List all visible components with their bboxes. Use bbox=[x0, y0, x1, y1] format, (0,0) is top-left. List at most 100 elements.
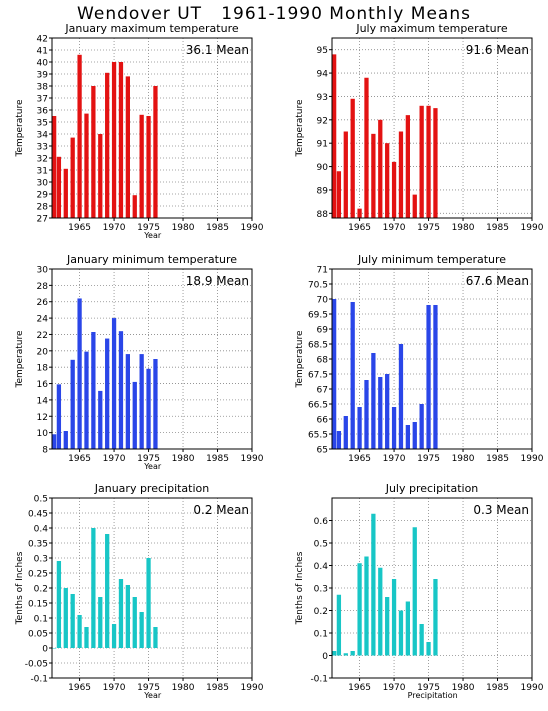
bar bbox=[63, 588, 68, 648]
y-tick-label: 18 bbox=[37, 364, 49, 374]
y-axis-label: Temperature bbox=[15, 99, 25, 157]
y-tick-label: 0 bbox=[322, 652, 328, 662]
x-tick-label: 1990 bbox=[521, 683, 544, 693]
chart-title: July minimum temperature bbox=[357, 253, 506, 266]
bar bbox=[405, 115, 410, 218]
bar bbox=[364, 77, 369, 218]
bar bbox=[336, 171, 342, 218]
y-tick-label: 65 bbox=[317, 446, 328, 456]
y-tick-label: 66 bbox=[317, 416, 329, 426]
y-tick-label: 12 bbox=[37, 413, 48, 423]
bar bbox=[357, 563, 362, 656]
bar bbox=[412, 194, 417, 218]
y-tick-label: 0.25 bbox=[28, 570, 48, 580]
y-tick-label: 33 bbox=[37, 143, 48, 153]
bar bbox=[364, 556, 369, 656]
page-title: Wendover UT 1961-1990 Monthly Means bbox=[77, 4, 471, 24]
y-tick-label: -0.1 bbox=[30, 675, 48, 685]
mean-annotation: 36.1 Mean bbox=[186, 43, 249, 57]
y-tick-label: 91 bbox=[317, 140, 328, 150]
bar bbox=[125, 76, 130, 219]
y-tick-label: 31 bbox=[37, 167, 48, 177]
x-tick-label: 1970 bbox=[103, 223, 126, 233]
bar bbox=[371, 353, 376, 449]
bar bbox=[132, 597, 137, 648]
y-tick-label: 66.5 bbox=[308, 401, 328, 411]
chart-panel: January minimum temperature 8 10 12 14 16 18 20… bbox=[15, 253, 264, 471]
x-tick-label: 1990 bbox=[521, 454, 544, 464]
bar bbox=[111, 318, 117, 449]
y-tick-label: 26 bbox=[37, 298, 49, 308]
y-tick-label: 27 bbox=[37, 215, 48, 225]
bar bbox=[378, 119, 383, 218]
bar bbox=[405, 425, 410, 449]
bar bbox=[146, 558, 151, 648]
bar bbox=[146, 368, 151, 449]
y-tick-label: 67.5 bbox=[308, 371, 328, 381]
bar bbox=[426, 105, 431, 218]
y-axis-label: Temperature bbox=[295, 99, 305, 157]
bar bbox=[371, 133, 376, 218]
y-tick-label: 71 bbox=[317, 266, 328, 276]
y-tick-label: 0.3 bbox=[34, 555, 48, 565]
y-tick-label: 0.4 bbox=[34, 525, 49, 535]
y-tick-label: 0.1 bbox=[34, 615, 48, 625]
bar bbox=[391, 579, 397, 656]
x-tick-label: 1990 bbox=[241, 223, 264, 233]
y-tick-label: 37 bbox=[37, 95, 48, 105]
chart-title: July maximum temperature bbox=[355, 22, 508, 35]
bar bbox=[77, 54, 82, 218]
x-tick-label: 1985 bbox=[486, 223, 509, 233]
y-tick-label: 94 bbox=[317, 70, 329, 80]
chart-panel: January precipitation -0.1 -0.05 0 0.05 0.1 0.… bbox=[15, 482, 264, 700]
y-axis-label: Tenths of Inches bbox=[15, 551, 25, 625]
x-tick-label: 1980 bbox=[172, 454, 195, 464]
y-tick-label: 70.5 bbox=[308, 281, 328, 291]
x-tick-label: 1985 bbox=[486, 683, 509, 693]
bar bbox=[70, 594, 75, 648]
y-tick-label: 0.05 bbox=[28, 630, 48, 640]
bar bbox=[332, 651, 337, 656]
x-tick-label: 1975 bbox=[417, 223, 440, 233]
bar bbox=[357, 407, 362, 449]
x-tick-label: 1975 bbox=[137, 223, 160, 233]
bar bbox=[139, 114, 144, 218]
bar bbox=[371, 513, 376, 656]
chart-title: July precipitation bbox=[385, 482, 479, 495]
y-axis-label: Temperature bbox=[15, 330, 25, 388]
bar bbox=[343, 131, 348, 218]
bar bbox=[153, 359, 158, 449]
chart-panel: July minimum temperature 65 65.5 66 66.5 67 67… bbox=[295, 253, 544, 464]
x-tick-label: 1980 bbox=[452, 454, 475, 464]
x-tick-label: 1975 bbox=[137, 454, 160, 464]
mean-annotation: 91.6 Mean bbox=[466, 43, 529, 57]
bar bbox=[91, 332, 96, 449]
x-tick-label: 1975 bbox=[417, 683, 440, 693]
x-tick-label: 1990 bbox=[241, 683, 264, 693]
bar bbox=[419, 624, 424, 656]
bar bbox=[98, 597, 103, 648]
plot-frame bbox=[331, 37, 533, 219]
bar bbox=[56, 156, 62, 218]
y-tick-label: 69.5 bbox=[308, 311, 328, 321]
bar bbox=[125, 354, 130, 449]
y-tick-label: 28 bbox=[37, 282, 49, 292]
y-tick-label: 16 bbox=[37, 380, 49, 390]
x-tick-label: 1975 bbox=[137, 683, 160, 693]
bar bbox=[378, 567, 383, 656]
bar bbox=[405, 601, 410, 656]
y-tick-label: 93 bbox=[317, 93, 328, 103]
bar bbox=[118, 579, 124, 648]
bar bbox=[412, 527, 417, 656]
bar bbox=[336, 431, 342, 449]
y-tick-label: 0.3 bbox=[314, 585, 328, 595]
y-tick-label: 0.45 bbox=[28, 510, 48, 520]
y-tick-label: 35 bbox=[37, 119, 48, 129]
y-tick-label: 67 bbox=[317, 386, 328, 396]
y-tick-label: 41 bbox=[37, 47, 48, 57]
bar bbox=[412, 422, 417, 449]
bar bbox=[56, 384, 62, 449]
x-tick-label: 1965 bbox=[68, 683, 91, 693]
x-tick-label: 1965 bbox=[348, 454, 371, 464]
